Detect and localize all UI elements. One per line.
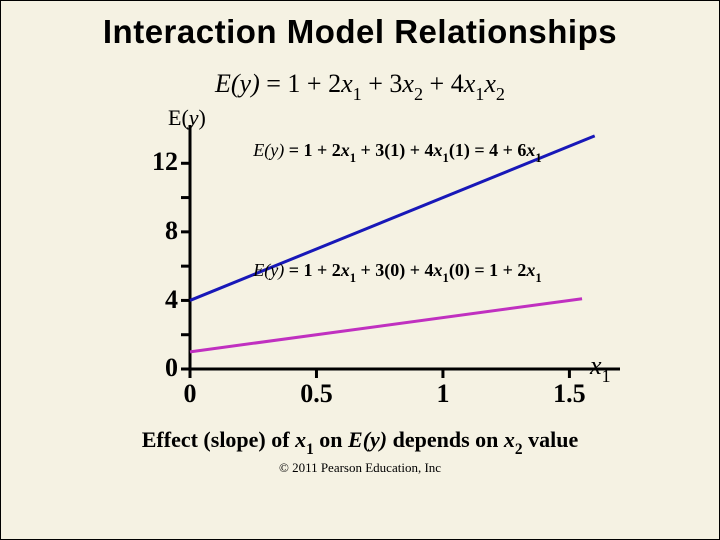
interaction-chart: E(y) 04812 00.511.5 x1 E(y) = 1 + 2x1 + … (60, 109, 660, 419)
page-title: Interaction Model Relationships (1, 1, 719, 59)
y-tick-label: 4 (138, 285, 178, 315)
line-label-x2=1: E(y) = 1 + 2x1 + 3(1) + 4x1(1) = 4 + 6x1 (253, 140, 541, 165)
line-label-x2=0: E(y) = 1 + 2x1 + 3(0) + 4x1(0) = 1 + 2x1 (253, 260, 541, 285)
copyright-text: © 2011 Pearson Education, Inc (1, 460, 719, 476)
y-axis-title: E(y) (168, 105, 206, 131)
x-axis-title: x1 (590, 351, 611, 385)
main-equation: E(y) = 1 + 2x1 + 3x2 + 4x1x2 (1, 59, 719, 109)
x-tick-label: 0.5 (286, 379, 346, 409)
x-tick-label: 0 (160, 379, 220, 409)
bottom-caption: Effect (slope) of x1 on E(y) depends on … (1, 427, 719, 457)
y-tick-label: 12 (138, 147, 178, 177)
x-tick-label: 1 (413, 379, 473, 409)
chart-line-x2=0 (190, 299, 582, 352)
y-tick-label: 8 (138, 216, 178, 246)
